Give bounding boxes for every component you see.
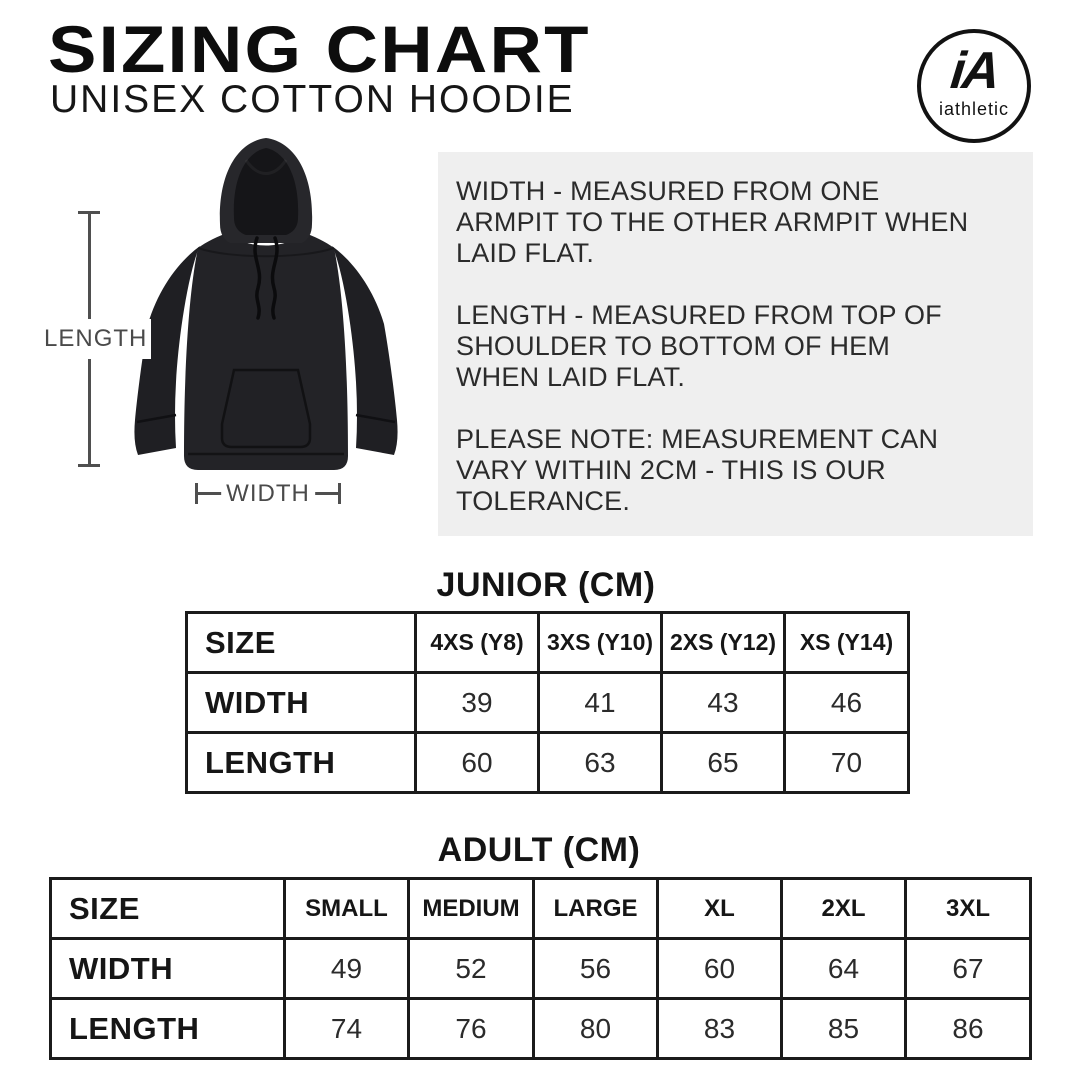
adult-length-value: 76 — [407, 997, 535, 1060]
junior-length-value: 60 — [414, 731, 540, 794]
table-row: WIDTH 49 52 56 60 64 67 — [49, 937, 1032, 1000]
note-line: WIDTH - MEASURED FROM ONE — [456, 176, 880, 206]
note-paragraph-length: LENGTH - MEASURED FROM TOP OF SHOULDER T… — [456, 300, 1015, 393]
junior-length-value: 65 — [660, 731, 786, 794]
note-line: TOLERANCE. — [456, 486, 631, 516]
adult-size-header-cell: SIZE — [49, 877, 286, 940]
adult-length-value: 74 — [283, 997, 410, 1060]
adult-column-header: XL — [656, 877, 783, 940]
brand-logo: iA iathletic — [917, 29, 1031, 143]
table-row: LENGTH 74 76 80 83 85 86 — [49, 997, 1032, 1060]
adult-row-label: LENGTH — [49, 997, 286, 1060]
adult-column-header: 2XL — [780, 877, 907, 940]
adult-width-value: 60 — [656, 937, 783, 1000]
junior-column-header: 4XS (Y8) — [414, 611, 540, 674]
note-paragraph-tolerance: PLEASE NOTE: MEASUREMENT CAN VARY WITHIN… — [456, 424, 1015, 517]
adult-column-header: SMALL — [283, 877, 410, 940]
junior-row-label: LENGTH — [185, 731, 417, 794]
junior-column-header: 2XS (Y12) — [660, 611, 786, 674]
note-line: WHEN LAID FLAT. — [456, 362, 686, 392]
adult-width-value: 64 — [780, 937, 907, 1000]
note-line: LENGTH - MEASURED FROM TOP OF — [456, 300, 942, 330]
junior-row-label: WIDTH — [185, 671, 417, 734]
junior-size-header-cell: SIZE — [185, 611, 417, 674]
junior-column-header: XS (Y14) — [783, 611, 910, 674]
adult-width-value: 56 — [532, 937, 659, 1000]
adult-size-table: SIZE SMALL MEDIUM LARGE XL 2XL 3XL WIDTH… — [49, 877, 1032, 1060]
table-row: LENGTH 60 63 65 70 — [185, 731, 910, 794]
junior-section-heading: JUNIOR (CM) — [436, 566, 656, 604]
adult-column-header: LARGE — [532, 877, 659, 940]
adult-section-heading: ADULT (CM) — [437, 831, 641, 869]
brand-wordmark: iathletic — [938, 99, 1010, 119]
junior-width-value: 41 — [537, 671, 663, 734]
width-label: WIDTH — [221, 481, 315, 506]
page-subtitle: UNISEX COTTON HOODIE — [50, 78, 575, 121]
page-title: SIZING CHART — [48, 12, 591, 86]
junior-column-header: 3XS (Y10) — [537, 611, 663, 674]
length-measure: LENGTH — [40, 211, 152, 467]
junior-size-table: SIZE 4XS (Y8) 3XS (Y10) 2XS (Y12) XS (Y1… — [185, 611, 910, 794]
adult-row-label: WIDTH — [49, 937, 286, 1000]
adult-column-header: MEDIUM — [407, 877, 535, 940]
hoodie-image — [134, 138, 398, 470]
junior-length-value: 70 — [783, 731, 910, 794]
note-line: SHOULDER TO BOTTOM OF HEM — [456, 331, 891, 361]
measurement-notes-box: WIDTH - MEASURED FROM ONE ARMPIT TO THE … — [438, 152, 1033, 536]
adult-column-header: 3XL — [904, 877, 1032, 940]
adult-length-value: 83 — [656, 997, 783, 1060]
adult-width-value: 67 — [904, 937, 1032, 1000]
junior-length-value: 63 — [537, 731, 663, 794]
adult-width-value: 52 — [407, 937, 535, 1000]
junior-width-value: 39 — [414, 671, 540, 734]
adult-length-value: 85 — [780, 997, 907, 1060]
length-measure-bottom-cap — [78, 464, 100, 467]
note-line: LAID FLAT. — [456, 238, 595, 268]
note-line: PLEASE NOTE: MEASUREMENT CAN — [456, 424, 939, 454]
note-line: ARMPIT TO THE OTHER ARMPIT WHEN — [456, 207, 969, 237]
junior-width-value: 43 — [660, 671, 786, 734]
adult-length-value: 86 — [904, 997, 1032, 1060]
length-label: LENGTH — [40, 319, 152, 359]
note-line: VARY WITHIN 2CM - THIS IS OUR — [456, 455, 886, 485]
width-measure-right-cap — [338, 483, 341, 504]
brand-monogram-icon: iA — [947, 42, 1001, 100]
table-row: SIZE 4XS (Y8) 3XS (Y10) 2XS (Y12) XS (Y1… — [185, 611, 910, 674]
adult-length-value: 80 — [532, 997, 659, 1060]
table-row: SIZE SMALL MEDIUM LARGE XL 2XL 3XL — [49, 877, 1032, 940]
width-measure: WIDTH — [195, 481, 341, 506]
junior-width-value: 46 — [783, 671, 910, 734]
table-row: WIDTH 39 41 43 46 — [185, 671, 910, 734]
adult-width-value: 49 — [283, 937, 410, 1000]
note-paragraph-width: WIDTH - MEASURED FROM ONE ARMPIT TO THE … — [456, 176, 1015, 269]
